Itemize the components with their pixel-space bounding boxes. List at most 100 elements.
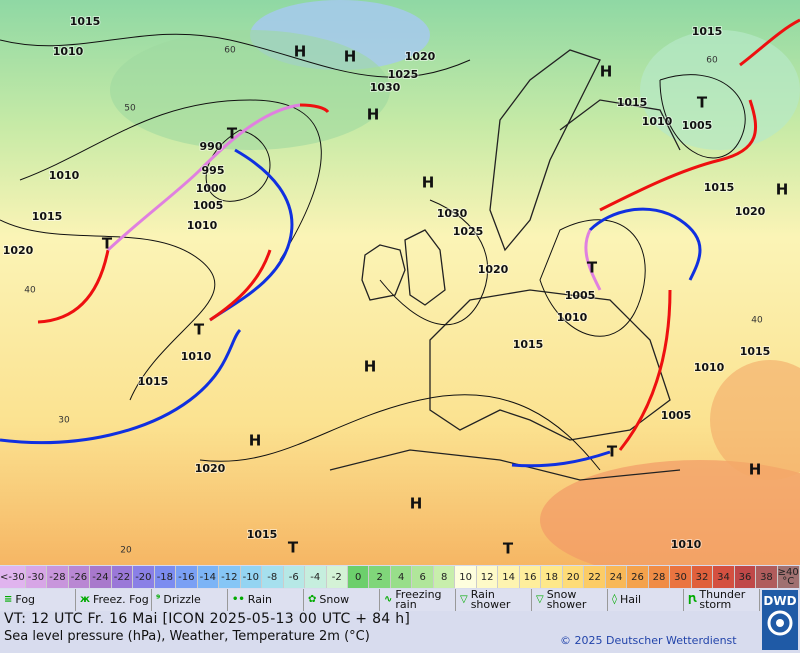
symbol-item: ▽ Rain shower xyxy=(456,589,532,611)
isotherm-label: 30 xyxy=(58,416,70,426)
pressure-center: H xyxy=(776,181,789,199)
pressure-label: 1015 xyxy=(617,96,648,109)
pressure-label: 1015 xyxy=(32,210,63,223)
symbol-label: Rain shower xyxy=(470,588,511,611)
coast xyxy=(559,99,681,151)
symbol-icon: ▽ xyxy=(536,594,544,605)
pressure-center: T xyxy=(194,321,205,339)
scale-cell: 0 xyxy=(347,566,370,588)
scale-cell: -26 xyxy=(68,566,91,588)
valid-time: VT: 12 UTC Fr. 16 Mai [ICON 2025-05-13 0… xyxy=(4,611,411,627)
copyright: © 2025 Deutscher Wetterdienst xyxy=(560,634,737,647)
isobar xyxy=(19,99,322,261)
pressure-label: 1010 xyxy=(671,538,702,551)
scale-cell: -18 xyxy=(154,566,177,588)
pressure-label: 1010 xyxy=(53,45,84,58)
pressure-label: 1015 xyxy=(513,338,544,351)
isobar xyxy=(539,219,646,337)
symbol-item: ∿ Freezing rain xyxy=(380,589,456,611)
pressure-label: 1005 xyxy=(193,199,224,212)
scale-cell: 2 xyxy=(369,566,391,588)
pressure-label: 1025 xyxy=(388,68,419,81)
symbol-icon: Ꞃ xyxy=(688,594,697,605)
scale-cell: -20 xyxy=(133,566,155,588)
scale-cell: 26 xyxy=(627,566,649,588)
pressure-label: 1010 xyxy=(187,219,218,232)
symbol-item: •• Rain xyxy=(228,589,304,611)
warm-front xyxy=(209,249,272,322)
scale-cell: ≥40 °C xyxy=(777,566,800,588)
scale-cell: -2 xyxy=(326,566,348,588)
coast xyxy=(404,229,446,306)
symbol-icon: ≡ xyxy=(4,594,13,605)
scale-cell: -8 xyxy=(262,566,284,588)
temperature-scale: <-30 -30 -28 -26 -24 -22 -20 -18 -16 -14 -12 -10 -8-… xyxy=(0,566,800,588)
warm-front xyxy=(599,99,757,212)
cold-front xyxy=(0,328,242,445)
fronts xyxy=(0,18,800,468)
warm-front xyxy=(37,249,110,324)
pressure-label: 995 xyxy=(202,164,225,177)
scale-cell: 16 xyxy=(519,566,542,588)
scale-cell: 34 xyxy=(713,566,735,588)
symbol-item: ✿ Snow xyxy=(304,589,380,611)
cold-front xyxy=(588,207,702,281)
pressure-center: T xyxy=(587,259,598,277)
scale-cell: 28 xyxy=(648,566,671,588)
pressure-label: 1030 xyxy=(437,207,468,220)
symbol-label: Rain xyxy=(247,593,272,606)
symbol-icon: ◊ xyxy=(612,594,617,605)
coast xyxy=(361,244,406,301)
pressure-label: 1030 xyxy=(370,81,401,94)
warm-area xyxy=(710,360,800,480)
pressure-label: 1000 xyxy=(196,182,227,195)
isobar xyxy=(659,74,746,159)
pressure-label: 1005 xyxy=(565,289,596,302)
pressure-center: T xyxy=(697,94,708,112)
pressure-label: 1010 xyxy=(642,115,673,128)
logo: DWD xyxy=(762,590,798,650)
symbol-icon: ▽ xyxy=(460,594,468,605)
pressure-label: 1015 xyxy=(70,15,101,28)
isotherm-label: 50 xyxy=(124,104,136,114)
scale-cell: -4 xyxy=(305,566,327,588)
scale-cell: 6 xyxy=(412,566,434,588)
scale-cell: -16 xyxy=(176,566,198,588)
scale-cell: 18 xyxy=(541,566,563,588)
pressure-label: 1015 xyxy=(247,528,278,541)
isotherm-label: 60 xyxy=(224,46,236,56)
occlusion xyxy=(584,229,602,291)
scale-cell: -14 xyxy=(197,566,220,588)
pressure-center: T xyxy=(288,539,299,557)
scale-cell: <-30 xyxy=(0,566,26,588)
pressure-center: H xyxy=(410,495,423,513)
pressure-label: 1020 xyxy=(195,462,226,475)
isotherm-label: 40 xyxy=(24,286,36,296)
symbol-label: Hail xyxy=(619,593,642,606)
cold-front xyxy=(511,450,611,468)
symbol-icon: •• xyxy=(232,594,245,605)
pressure-label: 1005 xyxy=(682,119,713,132)
scale-cell: 14 xyxy=(498,566,520,588)
occlusion xyxy=(106,103,301,252)
symbol-label: Snow shower xyxy=(546,588,587,611)
pressure-center: H xyxy=(249,432,262,450)
pressure-label: 1020 xyxy=(405,50,436,63)
pressure-label: 1010 xyxy=(181,350,212,363)
scale-cell: 36 xyxy=(734,566,757,588)
symbol-label: Thunder storm xyxy=(699,588,746,611)
cold-front xyxy=(209,148,294,322)
isobars xyxy=(0,33,746,471)
cool-area xyxy=(110,30,390,150)
pressure-label: 1015 xyxy=(740,345,771,358)
pressure-label: 1020 xyxy=(3,244,34,257)
scale-cell: -28 xyxy=(47,566,69,588)
pressure-label: 1010 xyxy=(557,311,588,324)
pressure-center: T xyxy=(607,443,618,461)
pressure-center: T xyxy=(102,235,113,253)
pressure-center: H xyxy=(294,43,307,61)
logo-text: DWD xyxy=(763,594,797,608)
